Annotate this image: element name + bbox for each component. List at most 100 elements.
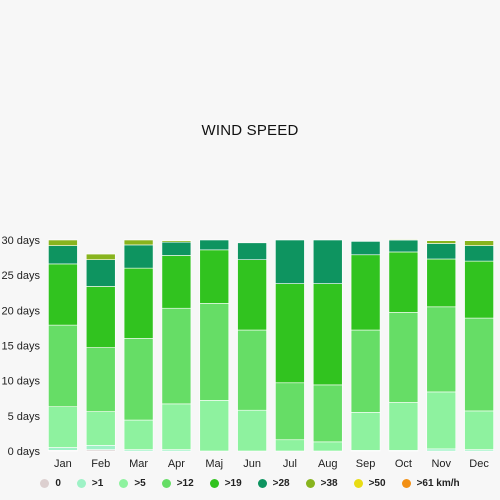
bar-segment xyxy=(161,241,192,256)
bar-segment xyxy=(312,384,343,443)
legend-swatch xyxy=(161,479,171,488)
legend-swatch xyxy=(401,479,411,488)
bar-stack-aug xyxy=(312,239,343,452)
bar-segment xyxy=(199,302,230,401)
bar-segment xyxy=(464,240,494,246)
bar-segment xyxy=(123,239,154,246)
bar-segment xyxy=(464,410,494,450)
bar-stack-oct xyxy=(388,238,419,452)
legend-item[interactable]: >28 xyxy=(257,478,290,489)
bar-segment xyxy=(350,241,381,256)
legend-item[interactable]: >5 xyxy=(119,478,146,489)
bar-stack-mar xyxy=(123,239,154,452)
bar-stack-feb xyxy=(85,253,116,452)
bar-segment xyxy=(426,448,457,452)
bar-segment xyxy=(48,245,78,265)
legend-label: >12 xyxy=(176,478,194,489)
x-tick-label: Apr xyxy=(168,458,185,470)
legend-item[interactable]: >1 xyxy=(76,478,103,489)
x-tick-label: Jul xyxy=(283,458,297,470)
bar-segment xyxy=(426,391,457,450)
legend-item[interactable]: 0 xyxy=(40,478,61,489)
legend-item[interactable]: >61 km/h xyxy=(401,478,460,489)
legend-label: 0 xyxy=(55,478,61,489)
bar-segment xyxy=(388,251,419,313)
bar-segment xyxy=(275,439,305,452)
bar-segment xyxy=(85,253,116,260)
x-tick-label: Feb xyxy=(91,458,110,470)
x-tick-label: Sep xyxy=(356,458,376,470)
bar-segment xyxy=(275,382,305,441)
bar-segment xyxy=(426,243,457,260)
bar-segment xyxy=(48,447,78,451)
y-tick-label: 0 days xyxy=(8,446,41,458)
legend-swatch xyxy=(209,479,219,488)
bar-segment xyxy=(161,240,192,243)
bar-stack-dec xyxy=(464,240,494,452)
bar-segment xyxy=(199,239,230,251)
x-tick-label: Aug xyxy=(318,458,338,470)
bar-stack-apr xyxy=(161,240,192,452)
bar-segment xyxy=(464,260,494,319)
y-tick-label: 20 days xyxy=(1,305,40,317)
legend-swatch xyxy=(76,479,86,488)
y-tick-label: 10 days xyxy=(1,376,40,388)
bar-segment xyxy=(85,259,116,287)
bar-segment xyxy=(388,312,419,403)
legend-item[interactable]: >50 xyxy=(353,478,386,489)
bar-stack-jul xyxy=(275,239,305,452)
bar-segment xyxy=(237,329,267,411)
chart-title: WIND SPEED xyxy=(201,122,299,139)
legend-item[interactable]: >12 xyxy=(161,478,194,489)
bar-segment xyxy=(123,244,154,269)
bar-segment xyxy=(123,419,154,450)
bar-segment xyxy=(464,317,494,412)
bar-segment xyxy=(426,306,457,393)
bar-segment xyxy=(237,242,267,260)
bar-segment xyxy=(388,239,419,253)
bar-stack-nov xyxy=(426,240,457,452)
y-tick-label: 30 days xyxy=(1,235,40,247)
legend-swatch xyxy=(353,479,363,488)
y-tick-label: 25 days xyxy=(1,270,40,282)
x-tick-label: Oct xyxy=(395,458,412,470)
legend-swatch xyxy=(119,479,129,488)
legend-swatch xyxy=(40,479,50,488)
bar-segment xyxy=(464,245,494,262)
bar-segment xyxy=(388,402,419,451)
x-tick-label: Mar xyxy=(129,458,148,470)
bar-segment xyxy=(312,283,343,386)
bar-segment xyxy=(161,403,192,450)
bar-segment xyxy=(350,329,381,413)
bar-segment xyxy=(275,239,305,284)
legend-item[interactable]: >38 xyxy=(305,478,338,489)
bar-segment xyxy=(48,324,78,407)
bar-segment xyxy=(199,400,230,452)
legend-label: >28 xyxy=(272,478,290,489)
y-tick-label: 5 days xyxy=(8,411,41,423)
bar-segment xyxy=(161,307,192,405)
bar-segment xyxy=(48,263,78,326)
legend-item[interactable]: >19 xyxy=(209,478,242,489)
legend-label: >61 km/h xyxy=(416,478,460,489)
bar-segment xyxy=(237,409,267,452)
bar-stack-jun xyxy=(237,242,267,452)
bar-segment xyxy=(275,283,305,384)
bar-segment xyxy=(350,254,381,331)
y-axis: 0 days 5 days 10 days 15 days 20 days 25 days… xyxy=(1,235,40,458)
x-tick-label: Dec xyxy=(469,458,489,470)
bar-segment xyxy=(199,249,230,304)
bar-stack-sep xyxy=(350,241,381,452)
bar-stack-jan xyxy=(48,239,78,452)
legend: 0 >1 >5 >12 >19 >28 >38 >50 >61 km/h xyxy=(0,478,500,489)
x-tick-label: Jun xyxy=(243,458,261,470)
legend-label: >5 xyxy=(134,478,146,489)
x-tick-label: Maj xyxy=(205,458,223,470)
y-tick-label: 15 days xyxy=(1,341,40,353)
bar-segment xyxy=(312,441,343,452)
x-axis: Jan Feb Mar Apr Maj Jun Jul Aug Sep Oct Nov Dec xyxy=(54,458,489,470)
bar-segment xyxy=(123,338,154,421)
bar-segment xyxy=(350,412,381,451)
legend-swatch xyxy=(257,479,267,488)
